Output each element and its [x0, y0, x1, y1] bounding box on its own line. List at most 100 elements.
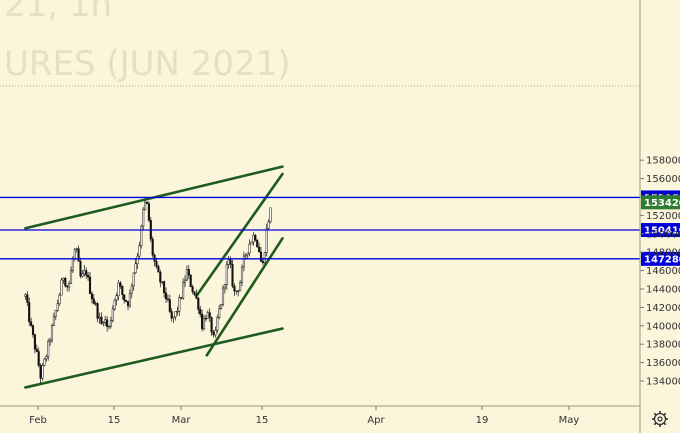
candle-down: [254, 235, 257, 241]
candle-down: [163, 281, 166, 294]
candle-up: [47, 340, 50, 357]
candle-up: [248, 243, 251, 254]
y-tick-label: 152000: [646, 211, 680, 222]
gear-icon[interactable]: [652, 411, 668, 427]
y-tick-label: 158000: [646, 156, 680, 167]
candle-down: [258, 246, 261, 253]
candle-up: [183, 279, 187, 284]
candle-down: [195, 294, 198, 299]
candle-up: [56, 303, 59, 311]
candle-up: [246, 252, 249, 256]
candle-up: [136, 255, 139, 264]
candle-down: [259, 251, 263, 262]
candle-down: [199, 309, 202, 315]
x-tick-label: 15: [108, 415, 121, 426]
candle-up: [267, 221, 270, 229]
candle-up: [216, 317, 219, 331]
candle-down: [30, 321, 33, 326]
candle-up: [138, 245, 141, 257]
candle-down: [166, 298, 169, 300]
candle-down: [145, 201, 149, 204]
x-tick-label: 19: [476, 415, 489, 426]
candle-down: [155, 261, 158, 267]
candle-down: [180, 297, 183, 299]
candle-down: [64, 278, 67, 287]
y-tick-label: 140000: [646, 321, 680, 332]
candle-up: [206, 312, 209, 319]
candle-up: [107, 325, 111, 328]
x-tick-label: Feb: [29, 415, 47, 426]
watermark-line-2: URES (JUN 2021): [4, 44, 291, 84]
y-tick-label: 144000: [646, 285, 680, 296]
candle-down: [85, 270, 88, 276]
candle-up: [263, 252, 266, 264]
candle-up: [225, 263, 228, 285]
trendline-3: [195, 172, 284, 297]
candle-down: [229, 259, 232, 265]
candle-down: [125, 299, 128, 302]
candle-down: [96, 303, 99, 319]
candle-up: [83, 270, 86, 275]
time-axis[interactable]: Feb 15 Mar 15 Apr 19 May: [29, 406, 579, 426]
candle-up: [128, 292, 131, 307]
candle-down: [157, 266, 160, 273]
candle-up: [24, 294, 27, 297]
candle-up: [252, 235, 255, 243]
candle-down: [191, 286, 194, 292]
candle-up: [240, 266, 244, 283]
trendline-4: [205, 237, 284, 357]
candle-down: [119, 282, 122, 287]
y-tick-label: 136000: [646, 358, 680, 369]
x-tick-label: Mar: [172, 415, 192, 426]
candle-up: [178, 297, 181, 312]
candle-up: [43, 358, 46, 366]
candle-down: [35, 348, 38, 352]
candle-down: [100, 316, 103, 324]
candle-up: [62, 278, 65, 281]
level-label-box: [641, 223, 680, 238]
y-tick-label: 150000: [646, 229, 680, 240]
candle-up: [50, 325, 54, 341]
candle-up: [144, 201, 147, 210]
candle-down: [147, 203, 150, 221]
x-tick-label: May: [559, 415, 580, 426]
candle-up: [227, 259, 230, 265]
candle-up: [220, 304, 223, 310]
last-price-box: [641, 195, 680, 210]
x-tick-label: Apr: [367, 415, 385, 426]
candle-down: [170, 311, 173, 319]
candle-down: [28, 302, 31, 323]
candle-up: [214, 330, 217, 336]
candle-down: [193, 291, 196, 295]
candle-up: [265, 228, 268, 253]
candle-up: [130, 285, 133, 294]
candle-down: [87, 274, 90, 278]
x-tick-label: 15: [256, 415, 269, 426]
candle-up: [140, 225, 143, 246]
candle-up: [75, 248, 78, 250]
candle-down: [201, 313, 204, 330]
candle-up: [58, 294, 61, 304]
candle-up: [49, 339, 52, 342]
candle-down: [126, 301, 130, 307]
candle-up: [174, 311, 177, 318]
candle-down: [204, 318, 207, 320]
candle-down: [106, 319, 109, 327]
candle-up: [71, 258, 74, 271]
trendline-2: [24, 327, 284, 389]
candle-up: [134, 263, 137, 274]
candle-down: [261, 261, 264, 264]
last-price-value: 153420: [644, 198, 680, 209]
last-price-label: 153420: [641, 195, 680, 210]
candle-up: [98, 316, 101, 319]
candle-up: [221, 287, 225, 305]
level-label: 150410: [644, 226, 680, 237]
candle-up: [45, 356, 48, 360]
candle-up: [182, 282, 185, 299]
candle-down: [164, 292, 168, 300]
candle-up: [202, 318, 206, 330]
candle-up: [176, 310, 179, 313]
candle-up: [218, 308, 221, 318]
